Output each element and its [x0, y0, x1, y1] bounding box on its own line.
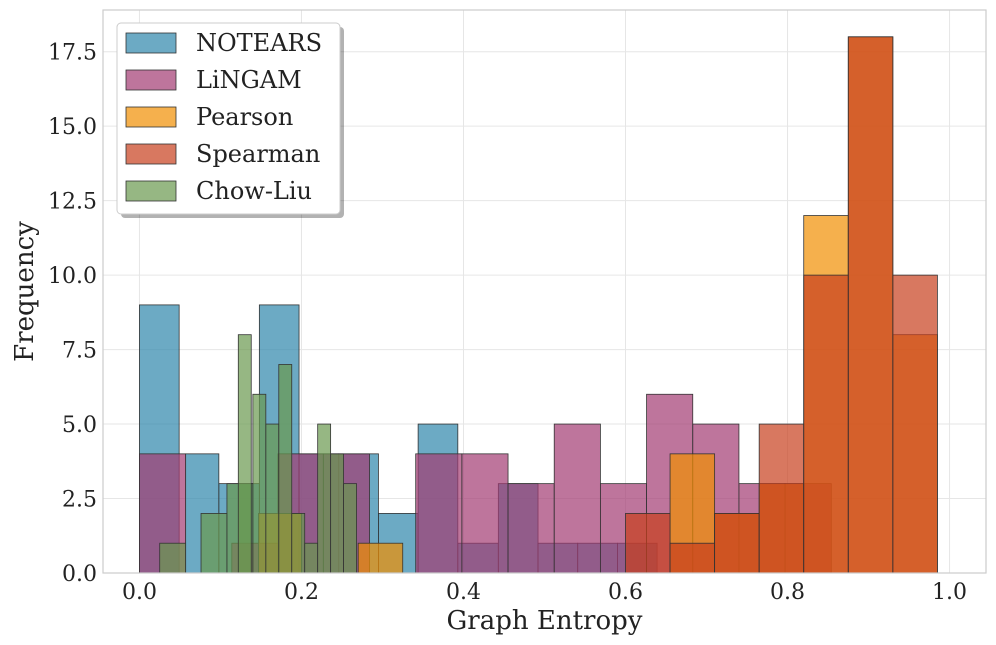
legend-label-chow-liu: Chow-Liu — [196, 177, 312, 205]
bar-chow-liu-1 — [200, 513, 228, 574]
legend-swatch-notears — [125, 32, 177, 54]
bar-lingam-9 — [553, 423, 601, 574]
series-spearman — [625, 36, 938, 574]
x-tick-label-4: 0.8 — [770, 580, 805, 605]
bar-chow-liu-10 — [330, 453, 344, 574]
x-axis-title: Graph Entropy — [447, 606, 643, 636]
bar-lingam-6 — [415, 453, 463, 574]
legend-swatch-spearman — [125, 143, 177, 165]
y-tick-label-1: 2.5 — [62, 488, 97, 513]
bar-chow-liu-9 — [317, 423, 332, 574]
legend-label-spearman: Spearman — [196, 140, 320, 168]
legend-label-lingam: LiNGAM — [196, 66, 302, 94]
bar-lingam-8 — [507, 483, 555, 574]
legend-swatch-chow-liu — [125, 180, 177, 202]
y-tick-label-5: 12.5 — [48, 190, 97, 215]
bar-chow-liu-5 — [265, 423, 280, 574]
y-tick-label-6: 15.0 — [48, 115, 97, 140]
x-axis-ticks: 0.0 0.2 0.4 0.6 0.8 1.0 — [122, 580, 967, 605]
y-axis-ticks: 0.0 2.5 5.0 7.5 10.0 12.5 15.0 17.5 — [48, 41, 97, 587]
bar-chow-liu-8 — [304, 542, 319, 574]
bar-spearman-4 — [803, 274, 849, 574]
bar-chow-liu-11 — [343, 483, 357, 574]
y-tick-label-3: 7.5 — [62, 339, 97, 364]
legend-swatch-pearson — [125, 106, 177, 128]
y-tick-label-2: 5.0 — [62, 413, 97, 438]
bar-lingam-7 — [461, 453, 509, 574]
y-tick-label-7: 17.5 — [48, 41, 97, 66]
bars — [139, 36, 938, 574]
legend-label-pearson: Pearson — [196, 103, 293, 131]
bar-spearman-0 — [625, 513, 671, 574]
x-tick-label-3: 0.6 — [608, 580, 643, 605]
y-axis-title: Frequency — [10, 221, 40, 362]
y-tick-label-4: 10.0 — [48, 264, 97, 289]
series-chow-liu — [159, 334, 357, 574]
x-tick-label-2: 0.4 — [446, 580, 481, 605]
x-tick-label-1: 0.2 — [284, 580, 319, 605]
bar-chow-liu-4 — [252, 393, 267, 574]
x-tick-label-0: 0.0 — [122, 580, 157, 605]
bar-chow-liu-0 — [159, 542, 187, 574]
bar-pearson-1 — [357, 542, 404, 574]
x-tick-label-5: 1.0 — [932, 580, 967, 605]
bar-spearman-5 — [847, 36, 894, 574]
bar-chow-liu-3 — [237, 334, 252, 574]
bar-spearman-3 — [758, 423, 805, 574]
plot-frame — [102, 9, 987, 574]
bar-chow-liu-6 — [278, 364, 293, 574]
legend-label-notears: NOTEARS — [196, 29, 322, 57]
bar-spearman-2 — [714, 513, 760, 574]
legend-swatch-lingam — [125, 69, 177, 91]
y-tick-label-0: 0.0 — [62, 562, 97, 587]
legend: NOTEARS LiNGAM Pearson Spearman Chow-Liu — [116, 22, 344, 218]
bar-spearman-1 — [669, 542, 716, 574]
bar-spearman-6 — [892, 274, 938, 574]
bar-chow-liu-7 — [291, 513, 306, 574]
